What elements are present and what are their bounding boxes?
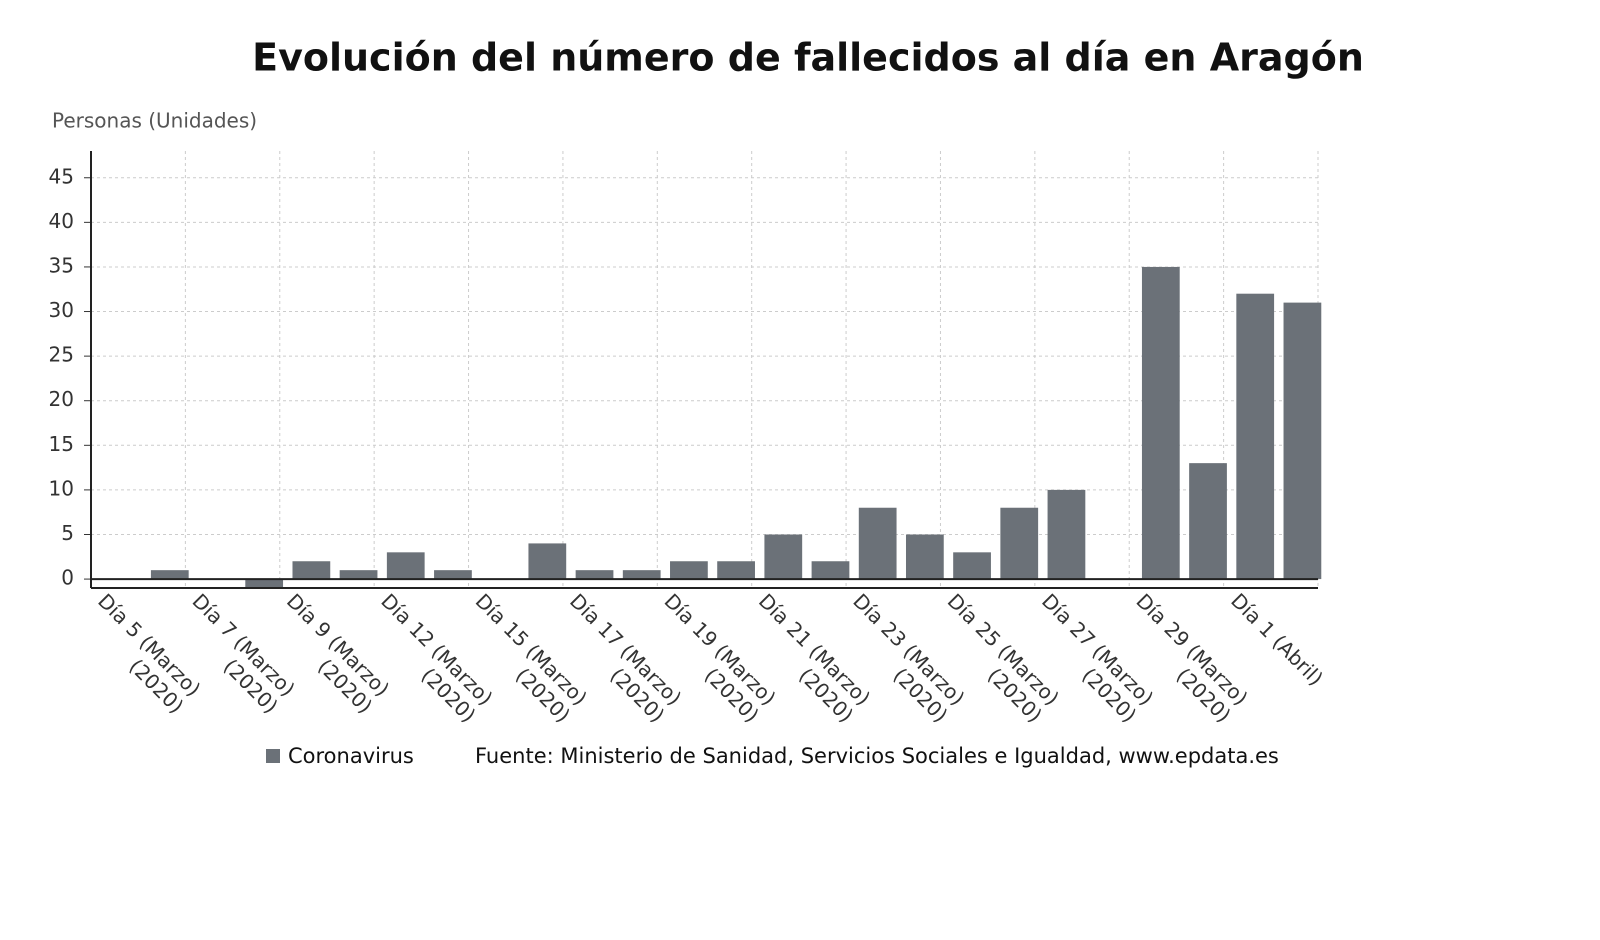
x-tick-label-text: Día 5 (Marzo)(2020) — [77, 588, 206, 717]
y-tick-label: 40 — [49, 209, 74, 233]
bar — [292, 561, 331, 580]
bar — [622, 570, 661, 580]
bar — [434, 570, 472, 580]
y-tick-label: 45 — [49, 164, 74, 188]
source: Fuente: Ministerio de Sanidad, Servicios… — [475, 744, 1279, 768]
bar — [575, 570, 614, 580]
bar — [245, 579, 284, 588]
y-tick-label: 10 — [49, 476, 74, 500]
y-tick-label: 35 — [49, 253, 74, 277]
bar — [528, 543, 567, 580]
bar — [339, 570, 378, 580]
legend-swatch — [266, 749, 280, 763]
bar — [764, 534, 803, 580]
y-tick-label: 30 — [49, 298, 74, 322]
bar — [1141, 266, 1180, 580]
y-tick-label: 20 — [49, 387, 74, 411]
x-tick-label: Día 5 (Marzo)(2020) — [77, 588, 206, 717]
bar — [1000, 507, 1039, 580]
legend-label: Coronavirus — [288, 744, 414, 768]
bar — [1047, 489, 1086, 580]
y-tick-label: 0 — [61, 566, 74, 590]
x-tick-label: Día 1 (Abril) — [1226, 588, 1328, 690]
y-axis-label: Personas (Unidades) — [52, 109, 257, 133]
bar — [386, 552, 425, 580]
chart-title: Evolución del número de fallecidos al dí… — [252, 36, 1364, 80]
bar — [670, 561, 708, 580]
bar — [150, 570, 189, 580]
bar — [1283, 302, 1322, 580]
bar — [858, 507, 897, 580]
bar — [1236, 293, 1275, 580]
bar — [717, 561, 755, 580]
y-tick-label: 5 — [61, 521, 74, 545]
y-tick-label: 25 — [49, 343, 74, 367]
bar — [953, 552, 991, 580]
bar — [905, 534, 944, 580]
y-tick-label: 15 — [49, 432, 74, 456]
bar — [811, 561, 850, 580]
bar — [1189, 463, 1227, 580]
x-tick-label-text: Día 1 (Abril) — [1226, 588, 1328, 690]
